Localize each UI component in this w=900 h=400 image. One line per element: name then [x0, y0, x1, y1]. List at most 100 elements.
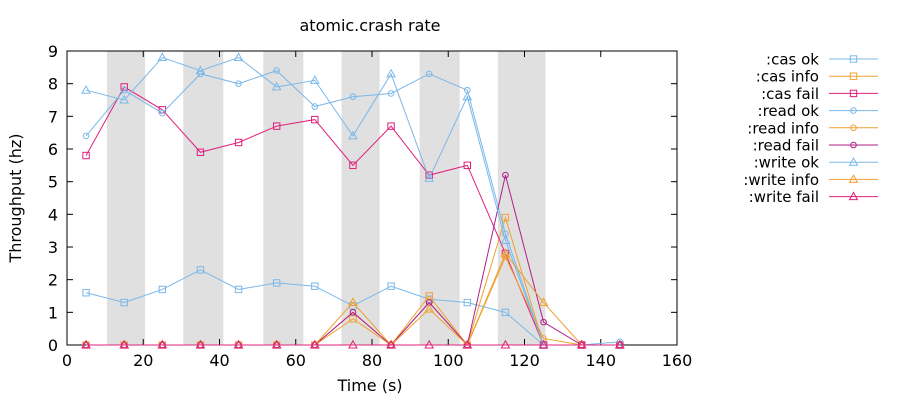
data-point: [387, 282, 395, 290]
data-point: [349, 93, 357, 101]
data-point: [82, 151, 90, 160]
data-point: [500, 339, 511, 349]
legend-label: :cas info: [756, 68, 819, 86]
legend-marker: [849, 89, 858, 98]
x-tick-label: 140: [585, 351, 616, 370]
series-line: [85, 86, 620, 346]
data-point: [501, 308, 510, 317]
y-tick-label: 5: [48, 173, 58, 192]
y-tick-label: 3: [48, 238, 58, 257]
legend-label: :write fail: [749, 188, 819, 206]
data-point: [540, 318, 547, 326]
y-tick-label: 1: [48, 303, 58, 322]
data-point: [348, 130, 358, 140]
legend-label: :cas ok: [766, 51, 819, 69]
data-point: [157, 339, 168, 349]
shaded-interval-1: [183, 51, 224, 345]
series-3: [82, 67, 624, 349]
legend-label: :read info: [747, 119, 819, 137]
legend-label: :write info: [743, 171, 819, 189]
data-point: [81, 84, 91, 94]
series-8: [81, 339, 625, 349]
legend-label: :cas fail: [761, 85, 819, 103]
legend-label: :write ok: [754, 154, 820, 172]
data-point: [386, 68, 396, 78]
x-tick-label: 0: [62, 351, 72, 370]
x-tick-label: 20: [133, 351, 153, 370]
data-point: [348, 339, 358, 349]
data-point: [157, 52, 168, 62]
data-point: [502, 171, 509, 179]
legend-marker: [849, 55, 858, 63]
data-point: [538, 297, 549, 307]
data-point: [576, 339, 587, 349]
data-point: [614, 339, 625, 349]
y-tick-label: 9: [48, 42, 58, 61]
series-line: [85, 56, 620, 346]
x-axis-label: Time (s): [336, 376, 402, 395]
data-point: [500, 248, 511, 258]
legend: :cas ok:cas info:cas fail:read ok:read i…: [743, 51, 878, 206]
data-point: [349, 161, 357, 170]
data-point: [425, 292, 433, 300]
y-tick-label: 8: [48, 75, 58, 94]
y-tick-label: 0: [48, 336, 58, 355]
data-point: [159, 109, 166, 117]
y-tick-label: 6: [48, 140, 58, 159]
data-point: [311, 115, 319, 124]
data-point: [196, 266, 205, 274]
series-2: [82, 83, 624, 349]
data-point: [158, 285, 167, 294]
legend-label: :read fail: [753, 137, 819, 155]
legend-marker: [848, 191, 859, 201]
legend-label: :read ok: [758, 102, 820, 120]
data-point: [387, 90, 395, 97]
data-point: [195, 339, 206, 349]
data-point: [120, 298, 128, 307]
shaded-interval-2: [263, 51, 304, 345]
data-point: [501, 213, 510, 222]
data-point: [424, 173, 435, 182]
data-point: [538, 339, 549, 349]
legend-marker: [848, 174, 859, 183]
x-tick-label: 120: [509, 351, 540, 370]
legend-marker: [849, 72, 858, 80]
data-point: [311, 103, 319, 110]
data-point: [273, 67, 280, 74]
data-point: [81, 339, 91, 349]
shaded-interval-5: [497, 51, 546, 345]
y-tick-label: 2: [48, 271, 58, 290]
series-layer: [81, 52, 625, 349]
x-tick-label: 160: [662, 351, 693, 370]
x-tick-label: 40: [209, 351, 229, 370]
x-tick-label: 80: [362, 351, 382, 370]
data-point: [233, 52, 244, 62]
data-point: [463, 161, 472, 170]
data-point: [500, 235, 511, 244]
data-point: [425, 70, 433, 78]
data-point: [348, 297, 358, 307]
shaded-interval-3: [341, 51, 380, 345]
y-tick-label: 7: [48, 107, 58, 126]
data-point: [120, 86, 128, 94]
data-point: [271, 339, 282, 349]
data-point: [272, 279, 281, 287]
data-point: [195, 65, 206, 75]
data-point: [462, 339, 473, 349]
data-point: [272, 122, 281, 130]
data-point: [309, 75, 320, 84]
legend-marker: [850, 141, 857, 149]
shaded-interval-0: [107, 51, 146, 345]
data-point: [311, 282, 319, 290]
data-point: [196, 148, 205, 156]
data-point: [234, 138, 243, 147]
data-point: [424, 303, 435, 313]
y-tick-label: 4: [48, 205, 58, 224]
legend-marker: [850, 107, 857, 114]
data-point: [119, 94, 130, 104]
legend-marker: [850, 124, 857, 132]
data-point: [271, 81, 282, 91]
series-line: [85, 70, 620, 346]
y-axis-label: Throughput (hz): [6, 133, 25, 263]
